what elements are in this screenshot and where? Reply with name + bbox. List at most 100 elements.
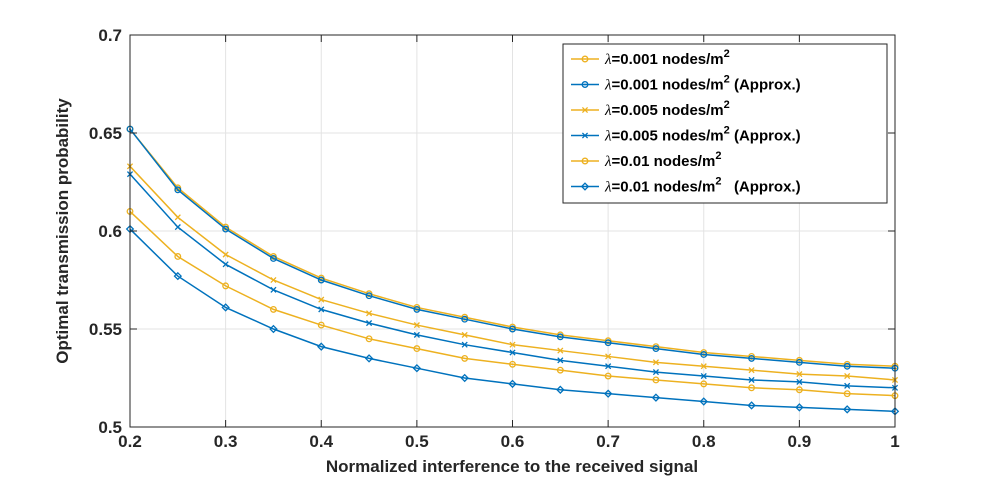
data-point bbox=[174, 186, 182, 194]
series-layer bbox=[125, 125, 900, 416]
data-point bbox=[604, 372, 612, 380]
data-point bbox=[222, 261, 229, 268]
legend-label: λ=0.01 nodes/m2 (Approx.) bbox=[604, 176, 801, 196]
data-point bbox=[795, 386, 803, 394]
data-point bbox=[364, 354, 374, 363]
y-tick-label: 0.7 bbox=[98, 26, 122, 45]
y-axis-label: Optimal transmission probability bbox=[53, 98, 72, 364]
data-point bbox=[461, 331, 468, 338]
series-line bbox=[129, 228, 896, 413]
y-tick-label: 0.65 bbox=[89, 124, 122, 143]
data-point bbox=[652, 376, 660, 384]
data-point bbox=[581, 132, 589, 139]
series-line bbox=[129, 210, 896, 397]
data-point bbox=[413, 345, 421, 353]
data-point bbox=[508, 379, 517, 389]
data-point bbox=[509, 325, 516, 333]
data-point bbox=[460, 373, 469, 383]
data-point bbox=[222, 225, 230, 233]
data-point bbox=[412, 363, 422, 373]
data-point bbox=[603, 389, 613, 398]
legend-item: λ=0.01 nodes/m2 bbox=[571, 150, 721, 170]
data-point bbox=[365, 335, 373, 343]
data-point bbox=[843, 362, 851, 370]
x-tick-label: 0.2 bbox=[118, 432, 142, 451]
legend-item: λ=0.001 nodes/m2 bbox=[571, 48, 730, 68]
x-tick-label: 0.6 bbox=[501, 432, 525, 451]
legend-box bbox=[562, 43, 888, 204]
data-point bbox=[556, 333, 564, 341]
data-point bbox=[795, 358, 803, 366]
data-point bbox=[795, 403, 804, 412]
data-point bbox=[365, 292, 373, 300]
data-point bbox=[556, 385, 565, 394]
data-point bbox=[557, 357, 564, 364]
data-point bbox=[317, 321, 325, 329]
legend-label: λ=0.01 nodes/m2 bbox=[604, 150, 721, 170]
data-point bbox=[652, 369, 659, 376]
data-point bbox=[748, 376, 755, 384]
y-tick-label: 0.6 bbox=[98, 222, 122, 241]
legend-label: λ=0.005 nodes/m2 bbox=[604, 99, 730, 119]
data-point bbox=[796, 378, 803, 385]
x-axis-label: Normalized interference to the received … bbox=[326, 457, 698, 476]
data-point bbox=[748, 367, 755, 374]
legend-item: λ=0.005 nodes/m2 bbox=[571, 99, 730, 119]
data-point bbox=[605, 363, 612, 370]
legend-item: λ=0.001 nodes/m2 (Approx.) bbox=[571, 74, 801, 94]
data-point bbox=[461, 354, 469, 362]
data-point bbox=[843, 390, 851, 398]
data-point bbox=[844, 382, 851, 389]
data-point bbox=[556, 366, 564, 374]
series-4 bbox=[126, 171, 899, 391]
data-point bbox=[652, 345, 660, 353]
data-point bbox=[509, 349, 516, 356]
data-point bbox=[842, 405, 852, 414]
axis-ticks: 0.2 0.3 0.4 0.5 0.6 0.7 0.8 0.9 1 0.5 0.55 0.6 0.65 0… bbox=[89, 26, 900, 451]
data-point bbox=[317, 342, 326, 351]
data-point bbox=[269, 324, 278, 334]
x-tick-label: 0.7 bbox=[596, 432, 620, 451]
data-point bbox=[317, 276, 325, 284]
data-point bbox=[796, 371, 803, 378]
data-point bbox=[174, 253, 182, 260]
x-tick-label: 0.4 bbox=[309, 432, 333, 451]
data-point bbox=[221, 303, 230, 312]
data-point bbox=[174, 224, 181, 231]
data-point bbox=[173, 271, 183, 281]
data-point bbox=[413, 305, 421, 313]
series-line bbox=[129, 128, 896, 367]
data-point bbox=[509, 341, 516, 348]
data-point bbox=[270, 286, 277, 293]
data-point bbox=[748, 384, 756, 392]
legend-label: λ=0.001 nodes/m2 bbox=[604, 48, 730, 68]
data-point bbox=[844, 372, 851, 380]
data-point bbox=[699, 397, 708, 406]
data-point bbox=[366, 310, 373, 317]
data-point bbox=[581, 106, 589, 114]
x-tick-label: 0.5 bbox=[405, 432, 429, 451]
data-point bbox=[413, 331, 420, 338]
data-point bbox=[747, 401, 756, 410]
data-point bbox=[461, 315, 469, 323]
data-point bbox=[651, 393, 661, 402]
data-point bbox=[174, 214, 181, 221]
data-point bbox=[557, 347, 564, 354]
data-point bbox=[509, 360, 516, 368]
data-point bbox=[269, 305, 277, 313]
legend: λ=0.001 nodes/m2 λ=0.001 nodes/m2 (Approx… bbox=[562, 43, 888, 204]
series-5 bbox=[126, 207, 899, 400]
data-point bbox=[269, 254, 277, 262]
data-point bbox=[652, 359, 659, 366]
data-point bbox=[318, 306, 325, 313]
data-point bbox=[580, 182, 590, 191]
data-point bbox=[413, 322, 420, 329]
legend-label: λ=0.005 nodes/m2 (Approx.) bbox=[604, 125, 801, 145]
data-point bbox=[700, 380, 708, 388]
data-point bbox=[222, 282, 230, 290]
data-point bbox=[604, 339, 612, 347]
legend-item: λ=0.005 nodes/m2 (Approx.) bbox=[571, 125, 801, 145]
series-2 bbox=[126, 125, 899, 372]
x-tick-label: 1 bbox=[890, 432, 899, 451]
